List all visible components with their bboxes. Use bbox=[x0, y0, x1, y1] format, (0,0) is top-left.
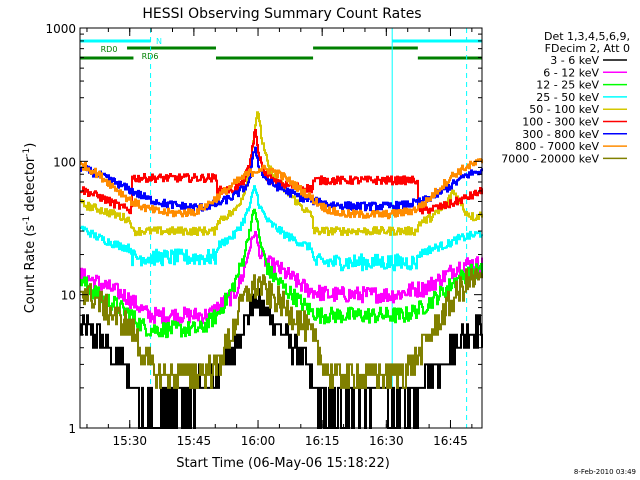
y-axis-label: Count Rate (s-1 detector-1) bbox=[22, 143, 38, 314]
plot-frame bbox=[79, 27, 483, 429]
x-tick-label-2: 16:00 bbox=[241, 434, 276, 448]
markers-layer bbox=[150, 28, 468, 428]
series-line-2 bbox=[80, 208, 483, 339]
x-tick-label-4: 16:30 bbox=[369, 434, 404, 448]
legend-entry-label-6: 300 - 800 keV bbox=[522, 128, 599, 141]
legend-header-0: Det 1,3,4,5,6,9, bbox=[544, 30, 630, 43]
flag-label-rd0: RD0 bbox=[101, 45, 118, 54]
series-layer bbox=[80, 111, 483, 429]
flags-layer: N RD0 RD6 bbox=[80, 37, 482, 61]
x-axis-label: Start Time (06-May-06 15:18:22) bbox=[176, 456, 390, 471]
y-tick-label-2: 100 bbox=[53, 155, 76, 169]
legend-entry-label-3: 25 - 50 keV bbox=[536, 91, 599, 104]
y-tick-label-3: 1000 bbox=[45, 22, 76, 36]
series-line-3 bbox=[80, 185, 483, 272]
footer-stamp: 8-Feb-2010 03:49 bbox=[573, 468, 636, 476]
legend-entry-label-8: 7000 - 20000 keV bbox=[501, 152, 599, 165]
x-tick-label-3: 16:15 bbox=[305, 434, 340, 448]
y-tick-label-0: 1 bbox=[68, 422, 76, 436]
legend-header-1: FDecim 2, Att 0 bbox=[545, 42, 630, 55]
legend-entry-label-4: 50 - 100 keV bbox=[529, 103, 599, 116]
series-line-6 bbox=[80, 146, 483, 212]
x-tick-label-1: 15:45 bbox=[177, 434, 212, 448]
chart-title: HESSI Observing Summary Count Rates bbox=[142, 6, 421, 22]
legend-entry-label-7: 800 - 7000 keV bbox=[515, 140, 599, 153]
series-line-7 bbox=[80, 158, 483, 220]
flag-label-rd6: RD6 bbox=[142, 52, 159, 61]
series-line-8 bbox=[80, 268, 483, 389]
legend-entry-label-2: 12 - 25 keV bbox=[536, 79, 599, 92]
x-tick-label-0: 15:30 bbox=[112, 434, 147, 448]
legend-entry-label-5: 100 - 300 keV bbox=[522, 116, 599, 129]
legend-entry-label-1: 6 - 12 keV bbox=[543, 66, 599, 79]
series-line-1 bbox=[80, 231, 483, 325]
axes-layer: 15:30 15:45 16:00 16:15 16:30 16:45 1 10 100 1000 bbox=[45, 22, 482, 448]
legend-entry-label-0: 3 - 6 keV bbox=[550, 54, 599, 67]
flag-label-n: N bbox=[156, 37, 162, 46]
y-tick-label-1: 10 bbox=[61, 289, 76, 303]
x-tick-label-5: 16:45 bbox=[433, 434, 468, 448]
legend: Det 1,3,4,5,6,9,FDecim 2, Att 03 - 6 keV… bbox=[501, 30, 630, 165]
